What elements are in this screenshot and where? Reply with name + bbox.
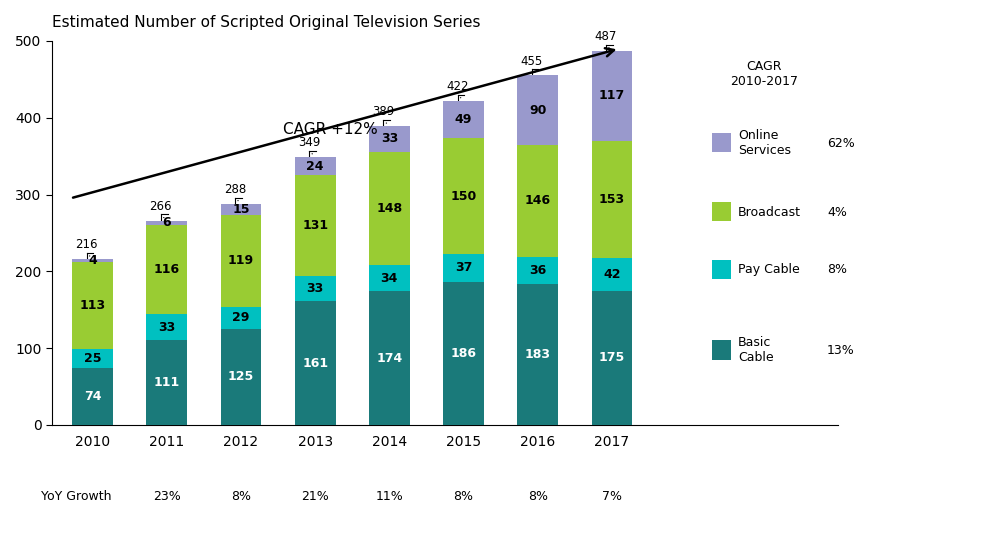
Bar — [72, 368, 113, 425]
Text: 174: 174 — [376, 352, 402, 364]
Text: Online
Services: Online Services — [738, 129, 791, 157]
Bar — [443, 254, 484, 282]
Bar — [592, 51, 632, 141]
Text: Basic
Cable: Basic Cable — [738, 336, 774, 364]
Bar — [221, 307, 261, 329]
Bar — [369, 291, 410, 425]
Text: 183: 183 — [525, 348, 551, 361]
Text: 186: 186 — [451, 347, 477, 360]
Text: 389: 389 — [372, 106, 395, 118]
Text: 111: 111 — [154, 376, 180, 389]
Text: 49: 49 — [455, 113, 472, 126]
Bar — [146, 314, 187, 340]
Text: 4: 4 — [88, 254, 97, 267]
Text: Broadcast: Broadcast — [738, 206, 801, 218]
Text: 288: 288 — [224, 183, 246, 196]
Text: 349: 349 — [298, 136, 320, 149]
Bar — [592, 290, 632, 425]
Text: 131: 131 — [302, 219, 328, 232]
Text: 455: 455 — [521, 55, 543, 68]
Text: 422: 422 — [446, 80, 469, 93]
Text: 266: 266 — [150, 200, 172, 213]
Bar — [295, 157, 336, 175]
Bar — [72, 259, 113, 262]
FancyBboxPatch shape — [712, 341, 731, 359]
Text: 23%: 23% — [153, 491, 181, 503]
FancyBboxPatch shape — [712, 202, 731, 221]
Text: 113: 113 — [80, 299, 106, 312]
Bar — [221, 329, 261, 425]
Bar — [369, 152, 410, 265]
Text: 487: 487 — [595, 30, 617, 43]
Text: 119: 119 — [228, 254, 254, 268]
Text: 8%: 8% — [231, 491, 251, 503]
Text: 116: 116 — [154, 263, 180, 276]
Text: 150: 150 — [450, 190, 477, 202]
Bar — [221, 204, 261, 215]
Bar — [72, 262, 113, 349]
Text: 33: 33 — [158, 321, 175, 333]
Bar — [592, 141, 632, 258]
Text: 15: 15 — [232, 203, 250, 216]
Text: 42: 42 — [603, 268, 621, 281]
Text: 74: 74 — [84, 390, 101, 403]
FancyBboxPatch shape — [712, 133, 731, 152]
Text: 146: 146 — [525, 194, 551, 207]
Text: 216: 216 — [75, 238, 98, 252]
Bar — [221, 215, 261, 307]
Bar — [72, 349, 113, 368]
Text: 37: 37 — [455, 262, 472, 274]
Text: Estimated Number of Scripted Original Television Series: Estimated Number of Scripted Original Te… — [52, 15, 480, 30]
Text: 62%: 62% — [827, 137, 855, 149]
Text: 21%: 21% — [301, 491, 329, 503]
Text: CAGR +12%: CAGR +12% — [283, 122, 377, 137]
Text: 153: 153 — [599, 193, 625, 206]
Bar — [443, 101, 484, 138]
Text: 34: 34 — [381, 272, 398, 285]
Text: 8%: 8% — [827, 263, 847, 276]
Text: CAGR
2010-2017: CAGR 2010-2017 — [730, 60, 798, 88]
Text: 33: 33 — [381, 132, 398, 145]
Bar — [146, 225, 187, 314]
Text: 6: 6 — [162, 216, 171, 229]
Text: 13%: 13% — [827, 344, 855, 357]
Text: 175: 175 — [599, 351, 625, 364]
Bar — [295, 301, 336, 425]
Bar — [592, 258, 632, 290]
Bar — [517, 75, 558, 144]
Text: 8%: 8% — [454, 491, 474, 503]
Text: 117: 117 — [599, 90, 625, 102]
Bar — [517, 257, 558, 284]
FancyBboxPatch shape — [712, 260, 731, 279]
Bar — [517, 144, 558, 257]
Text: Pay Cable: Pay Cable — [738, 263, 800, 276]
Text: 148: 148 — [376, 202, 402, 215]
Text: 36: 36 — [529, 264, 546, 277]
Text: 11%: 11% — [375, 491, 403, 503]
Text: YoY Growth: YoY Growth — [41, 491, 111, 503]
Bar — [295, 276, 336, 301]
Bar — [146, 221, 187, 225]
Bar — [443, 138, 484, 254]
Text: 161: 161 — [302, 357, 328, 369]
Text: 33: 33 — [307, 282, 324, 295]
Bar — [517, 284, 558, 425]
Text: 7%: 7% — [602, 491, 622, 503]
Text: 25: 25 — [84, 352, 101, 365]
Text: 8%: 8% — [528, 491, 548, 503]
Bar — [369, 126, 410, 152]
Text: 125: 125 — [228, 371, 254, 383]
Text: 4%: 4% — [827, 206, 847, 218]
Text: 24: 24 — [306, 160, 324, 173]
Bar — [369, 265, 410, 291]
Bar — [295, 175, 336, 276]
Bar — [443, 282, 484, 425]
Bar — [146, 340, 187, 425]
Text: 29: 29 — [232, 311, 250, 324]
Text: 90: 90 — [529, 103, 546, 117]
